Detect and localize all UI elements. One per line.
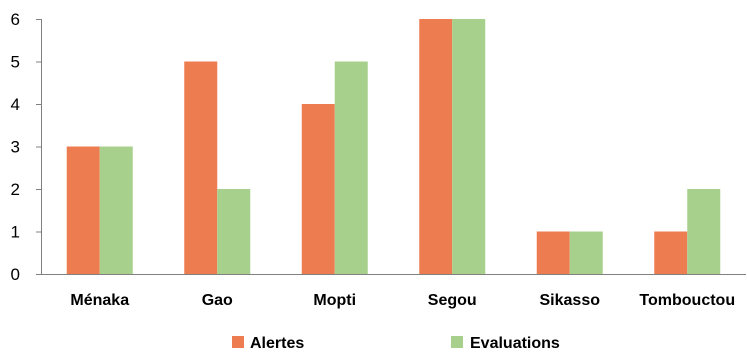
y-tick-label: 5 bbox=[11, 53, 20, 72]
x-tick-label: Tombouctou bbox=[639, 292, 735, 309]
bar-evaluations-0 bbox=[99, 146, 133, 274]
legend-label-alertes: Alertes bbox=[250, 335, 304, 352]
bar-evaluations-2 bbox=[334, 61, 368, 274]
x-tick-label: Sikasso bbox=[540, 292, 601, 309]
bar-alertes-3 bbox=[419, 19, 453, 274]
bar-alertes-1 bbox=[184, 61, 218, 274]
bar-evaluations-4 bbox=[569, 231, 603, 274]
y-tick-label: 1 bbox=[11, 223, 20, 242]
legend-swatch-evaluations bbox=[451, 336, 463, 348]
bar-evaluations-1 bbox=[217, 189, 251, 274]
y-tick-label: 0 bbox=[11, 265, 20, 284]
legend-swatch-alertes bbox=[232, 336, 244, 348]
y-tick-label: 3 bbox=[11, 138, 20, 157]
bar-alertes-0 bbox=[66, 146, 100, 274]
bar-evaluations-3 bbox=[452, 19, 486, 274]
bars-group bbox=[66, 19, 721, 274]
y-axis: 0 1 2 3 4 5 6 bbox=[11, 10, 41, 284]
bar-alertes-4 bbox=[536, 231, 570, 274]
x-axis: Ménaka Gao Mopti Segou Sikasso Tombouctou bbox=[70, 292, 735, 309]
y-tick-label: 2 bbox=[11, 180, 20, 199]
legend-label-evaluations: Evaluations bbox=[470, 335, 560, 352]
bar-alertes-2 bbox=[301, 104, 335, 274]
y-tick-label: 6 bbox=[11, 10, 20, 29]
x-tick-label: Segou bbox=[428, 292, 477, 309]
x-tick-label: Gao bbox=[202, 292, 233, 309]
legend: Alertes Evaluations bbox=[232, 335, 560, 352]
y-tick-label: 4 bbox=[11, 95, 20, 114]
bar-evaluations-5 bbox=[687, 189, 721, 274]
x-tick-label: Ménaka bbox=[70, 292, 129, 309]
x-tick-label: Mopti bbox=[313, 292, 356, 309]
bar-alertes-5 bbox=[654, 231, 688, 274]
